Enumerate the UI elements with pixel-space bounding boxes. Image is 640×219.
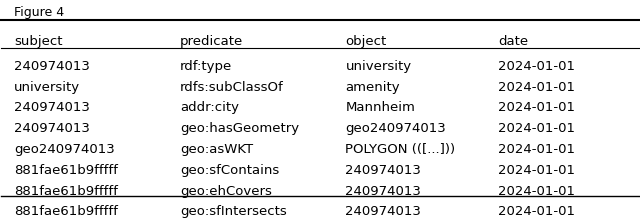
Text: 2024-01-01: 2024-01-01 bbox=[499, 60, 575, 73]
Text: geo:asWKT: geo:asWKT bbox=[180, 143, 253, 156]
Text: addr:city: addr:city bbox=[180, 101, 239, 115]
Text: predicate: predicate bbox=[180, 35, 243, 48]
Text: 881fae61b9fffff: 881fae61b9fffff bbox=[14, 164, 118, 177]
Text: geo:ehCovers: geo:ehCovers bbox=[180, 185, 272, 198]
Text: rdfs:subClassOf: rdfs:subClassOf bbox=[180, 81, 284, 94]
Text: POLYGON (([...])): POLYGON (([...])) bbox=[346, 143, 456, 156]
Text: geo:sfContains: geo:sfContains bbox=[180, 164, 279, 177]
Text: 881fae61b9fffff: 881fae61b9fffff bbox=[14, 185, 118, 198]
Text: 240974013: 240974013 bbox=[14, 60, 90, 73]
Text: subject: subject bbox=[14, 35, 63, 48]
Text: geo240974013: geo240974013 bbox=[346, 122, 446, 135]
Text: 240974013: 240974013 bbox=[346, 164, 421, 177]
Text: Figure 4: Figure 4 bbox=[14, 6, 64, 19]
Text: geo240974013: geo240974013 bbox=[14, 143, 115, 156]
Text: rdf:type: rdf:type bbox=[180, 60, 232, 73]
Text: geo:hasGeometry: geo:hasGeometry bbox=[180, 122, 299, 135]
Text: object: object bbox=[346, 35, 387, 48]
Text: 2024-01-01: 2024-01-01 bbox=[499, 101, 575, 115]
Text: date: date bbox=[499, 35, 529, 48]
Text: Mannheim: Mannheim bbox=[346, 101, 415, 115]
Text: amenity: amenity bbox=[346, 81, 400, 94]
Text: 240974013: 240974013 bbox=[346, 185, 421, 198]
Text: geo:sfIntersects: geo:sfIntersects bbox=[180, 205, 287, 219]
Text: 2024-01-01: 2024-01-01 bbox=[499, 81, 575, 94]
Text: 240974013: 240974013 bbox=[14, 122, 90, 135]
Text: 240974013: 240974013 bbox=[346, 205, 421, 219]
Text: 881fae61b9fffff: 881fae61b9fffff bbox=[14, 205, 118, 219]
Text: 2024-01-01: 2024-01-01 bbox=[499, 185, 575, 198]
Text: 2024-01-01: 2024-01-01 bbox=[499, 122, 575, 135]
Text: university: university bbox=[14, 81, 80, 94]
Text: university: university bbox=[346, 60, 412, 73]
Text: 240974013: 240974013 bbox=[14, 101, 90, 115]
Text: 2024-01-01: 2024-01-01 bbox=[499, 205, 575, 219]
Text: 2024-01-01: 2024-01-01 bbox=[499, 143, 575, 156]
Text: 2024-01-01: 2024-01-01 bbox=[499, 164, 575, 177]
